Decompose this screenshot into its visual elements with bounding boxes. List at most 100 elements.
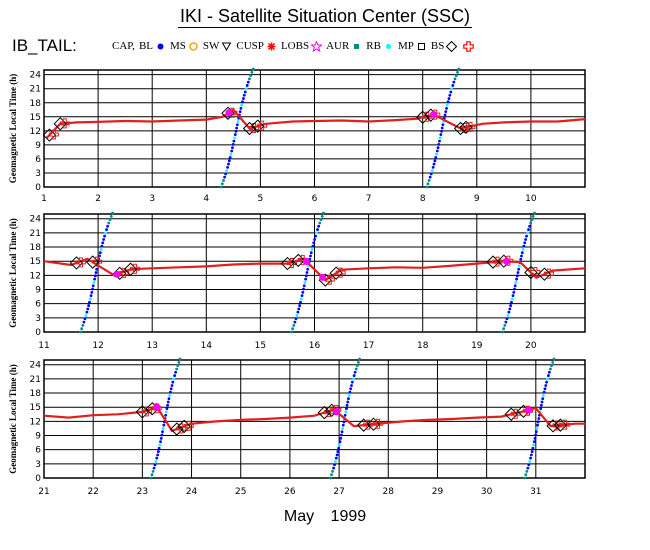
mp-crossing: [373, 418, 384, 429]
bl-point: [168, 394, 172, 397]
y-tick-label: 15: [30, 113, 41, 123]
y-tick-label: 3: [35, 314, 41, 324]
bl-point: [306, 267, 310, 271]
bl-point: [451, 84, 455, 87]
bl-point: [438, 139, 441, 143]
bl-point: [508, 307, 512, 311]
bl-point: [251, 67, 255, 71]
legend-label: MS: [170, 40, 186, 52]
lobs-marker: [302, 257, 310, 265]
bl-point: [84, 314, 88, 317]
bl-point: [445, 103, 449, 107]
bl-point: [528, 224, 532, 228]
bl-point: [91, 284, 95, 288]
bl-point: [539, 403, 543, 407]
bl-point: [161, 430, 164, 434]
bl-point: [520, 254, 523, 258]
bl-point: [532, 443, 536, 447]
bl-point: [535, 427, 539, 430]
bl-point: [302, 284, 306, 288]
open-star-icon: [311, 40, 323, 52]
asterisk-icon: [267, 42, 276, 50]
bs-crossing: [135, 405, 150, 419]
bl-point: [354, 367, 358, 371]
bl-point: [310, 248, 314, 251]
bs-crossing: [242, 121, 257, 136]
bl-point: [228, 156, 232, 159]
month-label: May 1999: [0, 508, 650, 526]
y-tick-label: 6: [35, 155, 41, 165]
plot-frame: [43, 69, 586, 188]
bl-point: [503, 323, 507, 327]
bs-crossing: [366, 417, 381, 431]
x-tick-label: 5: [258, 194, 264, 204]
bl-point: [541, 397, 545, 401]
x-tick-label: 31: [530, 487, 541, 497]
bl-point: [92, 281, 96, 284]
mp-crossing: [323, 407, 334, 418]
y-tick-label: 24: [30, 361, 42, 371]
page-title: IKI - Satellite Situation Center (SSC): [177, 6, 473, 28]
bl-point: [543, 387, 547, 391]
x-tick-label: 2: [95, 194, 101, 204]
bl-point: [238, 110, 242, 114]
bl-point: [225, 169, 229, 173]
bl-point: [548, 370, 551, 374]
bl-point: [449, 90, 453, 94]
bl-point: [86, 307, 90, 311]
y-tick-label: 24: [30, 71, 42, 81]
bs-crossing: [250, 119, 265, 133]
bl-point: [349, 387, 353, 391]
bl-point: [443, 113, 447, 117]
bl-point: [241, 97, 245, 100]
x-tick-label: 23: [137, 487, 148, 497]
bl-point: [87, 304, 91, 307]
bl-point: [107, 221, 111, 225]
x-tick-label: 15: [255, 341, 266, 351]
bl-point: [300, 294, 304, 298]
bl-point: [249, 74, 253, 78]
bl-point: [158, 443, 162, 447]
bl-sweep: [329, 357, 362, 480]
bl-point: [294, 317, 298, 321]
bl-point: [166, 400, 170, 404]
bl-sweep: [219, 67, 255, 189]
bl-point: [529, 453, 533, 457]
bl-point: [222, 179, 225, 182]
y-tick-label: 3: [35, 460, 41, 470]
bl-point: [304, 274, 308, 278]
bl-point: [546, 377, 549, 381]
bl-point: [432, 162, 436, 166]
y-axis-label: Geomagnetic Local Time (h): [8, 218, 18, 327]
bl-point: [438, 136, 442, 140]
bl-point: [429, 172, 433, 176]
bl-point: [352, 374, 356, 377]
bl-point: [311, 244, 315, 248]
bs-crossing: [280, 256, 295, 271]
bl-point: [299, 297, 303, 301]
bl-point: [301, 290, 305, 294]
bl-point: [532, 440, 536, 444]
x-tick-label: 16: [309, 341, 321, 351]
bl-point: [248, 77, 251, 81]
bl-point: [219, 185, 223, 189]
bl-point: [334, 456, 338, 460]
bl-point: [528, 460, 532, 463]
bl-point: [91, 287, 94, 291]
bl-point: [245, 84, 249, 87]
bl-point: [434, 156, 438, 159]
bl-point: [79, 330, 82, 334]
mp-crossing: [422, 111, 433, 122]
x-tick-label: 22: [87, 487, 98, 497]
bl-point: [156, 450, 160, 453]
bl-point: [531, 214, 535, 218]
mp-crossing: [59, 118, 70, 129]
bl-point: [520, 251, 524, 255]
bl-point: [240, 103, 244, 107]
bl-point: [534, 430, 538, 434]
bl-point: [230, 149, 234, 153]
legend-item: CAP,: [112, 40, 135, 52]
x-tick-label: 8: [420, 194, 426, 204]
bl-point: [246, 80, 250, 84]
